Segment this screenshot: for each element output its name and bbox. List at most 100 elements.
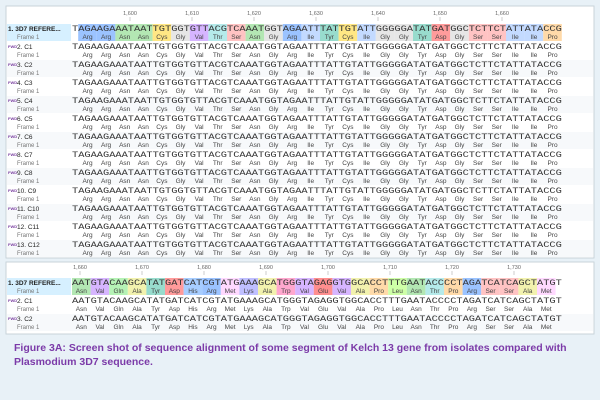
amino-acid: Tyr [151, 324, 161, 331]
ruler-label: 1,680 [197, 265, 211, 271]
amino-acid: Lys [244, 324, 255, 331]
amino-acid: Asn [76, 306, 88, 313]
row-label: 13. C12 [17, 242, 40, 249]
amino-acid: Cys [156, 178, 168, 185]
codon-highlight [152, 24, 172, 41]
amino-acid: Ile [363, 70, 370, 77]
amino-acid: Lys [244, 288, 255, 295]
amino-acid: Val [300, 288, 309, 295]
amino-acid: Arg [82, 124, 93, 131]
amino-acid: Asn [138, 160, 150, 167]
amino-acid: Gly [399, 196, 410, 203]
amino-acid: Tyr [325, 232, 335, 239]
amino-acid: Asn [119, 88, 131, 95]
amino-acid: Ser [231, 214, 242, 221]
amino-acid: His [188, 324, 198, 331]
codon-highlight [506, 24, 525, 41]
codon-highlight [543, 24, 562, 41]
amino-acid: Tyr [325, 178, 335, 185]
codon-highlight [431, 24, 451, 41]
amino-acid: Gly [380, 34, 391, 41]
amino-acid: Gly [269, 178, 280, 185]
frame-label: Frame 1 [17, 325, 40, 331]
ruler-label: 1,600 [123, 11, 137, 17]
amino-acid: Gly [399, 214, 410, 221]
ruler-label: 1,660 [73, 265, 87, 271]
direction-badge: FWD [8, 44, 17, 49]
amino-acid: Cys [156, 142, 168, 149]
amino-acid: Cys [342, 142, 354, 149]
amino-acid: Tyr [418, 178, 428, 185]
amino-acid: Arg [101, 34, 112, 41]
amino-acid: Gly [399, 124, 410, 131]
amino-acid: Ala [263, 288, 273, 295]
amino-acid: Asp [435, 52, 447, 59]
direction-badge: FWD [8, 98, 17, 103]
codon-highlight [245, 24, 265, 41]
amino-acid: Ile [530, 34, 537, 41]
codon-highlight [115, 24, 134, 41]
amino-acid: Gly [176, 70, 187, 77]
amino-acid: Arg [206, 306, 217, 313]
frame-label: Frame 1 [17, 233, 40, 239]
amino-acid: Val [195, 196, 204, 203]
amino-acid: Ser [473, 250, 484, 257]
amino-acid: Cys [342, 124, 354, 131]
amino-acid: Asp [435, 214, 447, 221]
codon-highlight [258, 278, 277, 295]
amino-acid: Ile [512, 160, 519, 167]
amino-acid: Tyr [418, 52, 428, 59]
frame-label: Frame 1 [17, 53, 40, 59]
amino-acid: Gly [269, 160, 280, 167]
amino-acid: Arg [287, 250, 298, 257]
amino-acid: Ile [530, 106, 537, 113]
amino-acid: Ile [307, 34, 314, 41]
amino-acid: Gly [455, 196, 466, 203]
amino-acid: Ile [363, 160, 370, 167]
frame-label: Frame 1 [17, 89, 40, 95]
amino-acid: Arg [82, 178, 93, 185]
reference-highlight [7, 278, 71, 295]
codon-highlight [462, 278, 482, 295]
amino-acid: Ile [363, 88, 370, 95]
amino-acid: Ser [231, 52, 242, 59]
frame-label: Frame 1 [17, 179, 40, 185]
amino-acid: Asp [435, 196, 447, 203]
codon-highlight [239, 278, 258, 295]
sequence: TAGAAGAAATAATTGTGGTGTTACGTCAAATGGTAGAATT… [72, 43, 562, 52]
amino-acid: Arg [287, 142, 298, 149]
amino-acid: Thr [213, 52, 224, 59]
row-label: 2. C1 [17, 44, 33, 51]
amino-acid: Arg [101, 160, 112, 167]
codon-highlight [518, 278, 537, 295]
codon-highlight [171, 24, 190, 41]
amino-acid: Pro [547, 106, 558, 113]
amino-acid: Pro [547, 142, 558, 149]
amino-acid: Arg [101, 196, 112, 203]
amino-acid: Thr [213, 88, 224, 95]
amino-acid: Met [225, 288, 236, 295]
amino-acid: Asn [119, 106, 131, 113]
amino-acid: Asn [138, 106, 150, 113]
amino-acid: Gly [455, 142, 466, 149]
row-stripe [7, 186, 593, 203]
amino-acid: Ala [356, 324, 366, 331]
amino-acid: Ile [530, 70, 537, 77]
row-label: 8. C7 [17, 152, 33, 159]
amino-acid: Thr [213, 34, 224, 41]
amino-acid: Arg [287, 124, 298, 131]
amino-acid: Tyr [418, 70, 428, 77]
amino-acid: Asn [249, 52, 261, 59]
amino-acid: Gly [399, 250, 410, 257]
codon-highlight [301, 24, 320, 41]
ruler-label: 1,660 [495, 11, 509, 17]
amino-acid: Asn [138, 52, 150, 59]
amino-acid: Cys [156, 124, 168, 131]
codon-highlight [450, 24, 469, 41]
row-label: 1. 3D7 REFERE... [8, 26, 61, 33]
amino-acid: Ile [512, 124, 519, 131]
amino-acid: Arg [82, 88, 93, 95]
codon-highlight [313, 278, 333, 295]
amino-acid: Cys [342, 214, 354, 221]
amino-acid: Arg [101, 106, 112, 113]
